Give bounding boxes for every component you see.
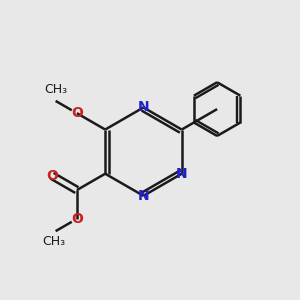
Text: N: N <box>176 167 188 181</box>
Text: CH₃: CH₃ <box>44 83 67 96</box>
Text: O: O <box>71 106 83 120</box>
Text: N: N <box>138 189 149 203</box>
Text: N: N <box>138 100 149 115</box>
Text: CH₃: CH₃ <box>42 235 66 248</box>
Text: O: O <box>71 212 83 226</box>
Text: O: O <box>46 169 58 183</box>
